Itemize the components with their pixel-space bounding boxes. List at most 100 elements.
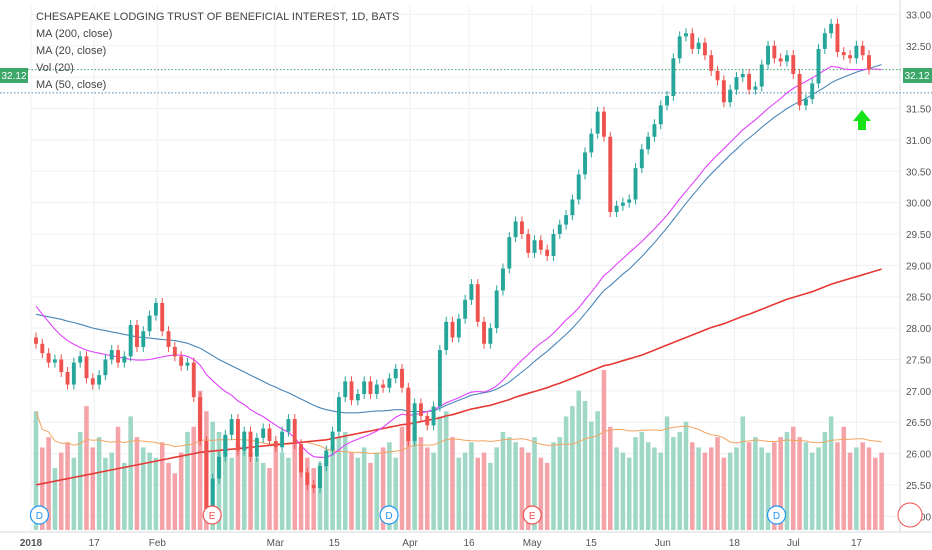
candle-body [803,99,808,106]
volume-bar [122,462,127,530]
candle-body [229,419,234,435]
ma50-line [35,64,882,414]
volume-bar [570,406,575,530]
candle [217,451,221,484]
candle [280,426,285,453]
candle-body [620,202,625,206]
candle-body [318,466,322,489]
volume-bar [847,452,853,530]
candle [494,285,499,334]
volume-bar [437,416,443,530]
candle [709,50,714,76]
indicator-ma200-label[interactable]: MA (200, close) [36,28,112,40]
volume-bar [475,457,481,530]
volume-bar [431,452,436,530]
price-tick-label: 28.00 [906,324,931,335]
candle-body [595,111,600,134]
event-marker-label: D [773,511,780,522]
volume-bar [412,421,417,530]
candle [84,351,89,384]
price-tick-label: 28.50 [906,293,931,304]
candle-body [658,105,663,125]
candle-body [822,33,827,49]
volume-bar [330,447,335,530]
volume-bar [197,390,203,530]
volume-bar [399,426,405,530]
candle-body [261,428,266,438]
candle [627,194,632,208]
indicator-ma50-label[interactable]: MA (50, close) [36,79,106,91]
volume-bar [589,421,594,530]
candles [34,18,871,516]
volume-bar [746,442,752,530]
candle-body [469,284,474,300]
candle [595,106,600,139]
volume-bar [462,452,468,530]
candle-body [65,372,70,385]
candle [412,398,417,447]
candle [639,144,644,174]
volume-bar [828,416,834,530]
volume-bar [809,452,815,530]
volume-bar [90,447,96,530]
volume-bar [841,426,847,530]
indicator-ma20-label[interactable]: MA (20, close) [36,45,106,57]
price-tick-label: 31.00 [906,136,931,147]
candle-body [437,350,442,407]
candle-body [97,375,102,385]
volume-bar [166,462,171,530]
candle-body [71,362,76,385]
candle-body [810,83,815,100]
chart-title: CHESAPEAKE LODGING TRUST OF BENEFICIAL I… [36,11,399,23]
candle [343,376,348,403]
candle [381,379,386,393]
volume-bar [683,421,689,530]
candle [305,467,310,490]
candle [854,40,859,64]
time-axis[interactable]: 2018 17 Feb Mar 15 Apr 16 May 15 Jun 18 Jul 17 [20,538,863,549]
candle-body [772,45,777,59]
volume-bar [652,447,657,530]
volume-bar [128,416,133,530]
candle-body [122,356,127,363]
candle [652,119,657,142]
price-tick-label: 25.50 [906,481,931,492]
volume-bar [109,452,114,530]
candle-body [753,86,758,90]
time-tick-label: Mar [267,538,285,549]
candle [229,414,234,440]
candle-body [362,381,367,394]
candle [488,323,493,349]
candle-body [715,70,720,81]
candle-body [829,23,834,34]
earnings-marker-icon: E [202,505,222,525]
volume-bar [576,390,581,530]
time-tick-label: Jun [655,538,671,549]
price-tag-right-label: 32.12 [904,71,929,82]
time-tick-label: May [523,538,542,549]
candle-body [153,303,158,316]
earnings-marker-icon: E [522,505,542,525]
candle [513,216,518,243]
candle [204,436,209,516]
candle [747,68,752,95]
candle [728,84,733,108]
candle [34,332,38,349]
volume-bar [803,442,809,530]
price-tick-label: 26.50 [906,418,931,429]
indicator-vol-label[interactable]: Vol (20) [36,62,74,74]
candle [702,37,707,61]
candle-body [848,55,853,59]
candle [867,50,871,75]
volume-bar [582,400,588,530]
candle-body [267,428,272,442]
candle-body [305,472,310,485]
candle [469,279,474,305]
candle-body [330,431,335,451]
candle [425,410,430,431]
candle [286,414,291,437]
candle-body [349,381,354,401]
volume-bar [551,442,556,530]
volume-bar [727,452,733,530]
volume-bar [279,452,285,530]
